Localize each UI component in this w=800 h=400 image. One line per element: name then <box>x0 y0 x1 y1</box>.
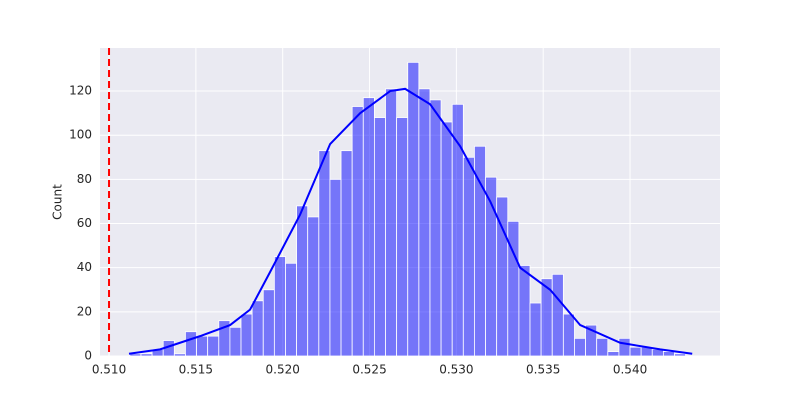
x-tick-label: 0.520 <box>266 363 300 377</box>
bar <box>340 150 353 357</box>
bar <box>173 353 186 357</box>
bar <box>251 300 264 357</box>
bar <box>273 256 286 357</box>
bar <box>507 220 520 357</box>
x-tick-label: 0.510 <box>92 363 126 377</box>
bar <box>674 353 687 357</box>
bar <box>373 117 386 357</box>
bar <box>362 97 375 357</box>
x-tick-label: 0.515 <box>179 363 213 377</box>
bar <box>240 313 253 357</box>
bar <box>518 265 531 357</box>
x-tick-label: 0.540 <box>613 363 647 377</box>
bar <box>385 88 398 357</box>
x-tick-label: 0.535 <box>526 363 560 377</box>
y-tick-label: 120 <box>69 84 92 98</box>
bar <box>229 326 242 357</box>
bar <box>329 178 342 357</box>
bar <box>429 99 442 357</box>
bar <box>574 337 586 357</box>
y-tick-label: 80 <box>77 172 92 186</box>
bar <box>596 337 609 357</box>
bar <box>440 121 453 357</box>
bar <box>529 302 542 357</box>
bar <box>662 351 675 357</box>
bar <box>296 205 309 357</box>
y-tick-label: 100 <box>69 128 92 142</box>
bar <box>551 273 564 357</box>
x-tick-label: 0.525 <box>352 363 386 377</box>
kde-line <box>128 87 693 355</box>
bar <box>196 335 209 357</box>
bar <box>207 335 220 357</box>
x-tick-label: 0.530 <box>439 363 473 377</box>
bar <box>307 216 320 357</box>
bar <box>262 289 275 357</box>
bar <box>418 88 431 357</box>
bar <box>474 145 486 357</box>
bar <box>618 337 631 357</box>
bar <box>396 117 409 357</box>
bar <box>351 106 364 357</box>
bar <box>318 150 331 357</box>
y-tick-label: 40 <box>77 260 92 274</box>
bar <box>185 331 197 357</box>
bar <box>407 61 420 357</box>
bar <box>607 351 620 357</box>
bar <box>285 262 297 357</box>
y-axis-label: Count <box>51 184 65 220</box>
y-tick-label: 20 <box>77 304 92 318</box>
bar <box>562 313 575 357</box>
bar <box>140 353 153 357</box>
y-tick-label: 60 <box>77 216 92 230</box>
bar <box>462 156 475 357</box>
y-tick-label: 0 <box>84 349 92 363</box>
bar <box>629 346 642 357</box>
